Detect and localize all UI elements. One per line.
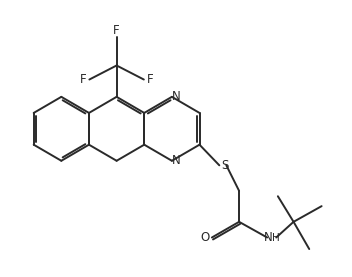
Text: F: F <box>80 73 86 86</box>
Text: N: N <box>172 154 180 167</box>
Text: F: F <box>113 24 120 37</box>
Text: S: S <box>221 159 229 172</box>
Text: O: O <box>201 231 210 244</box>
Text: F: F <box>147 73 154 86</box>
Text: N: N <box>264 230 272 243</box>
Text: N: N <box>172 90 180 103</box>
Text: H: H <box>272 233 280 243</box>
